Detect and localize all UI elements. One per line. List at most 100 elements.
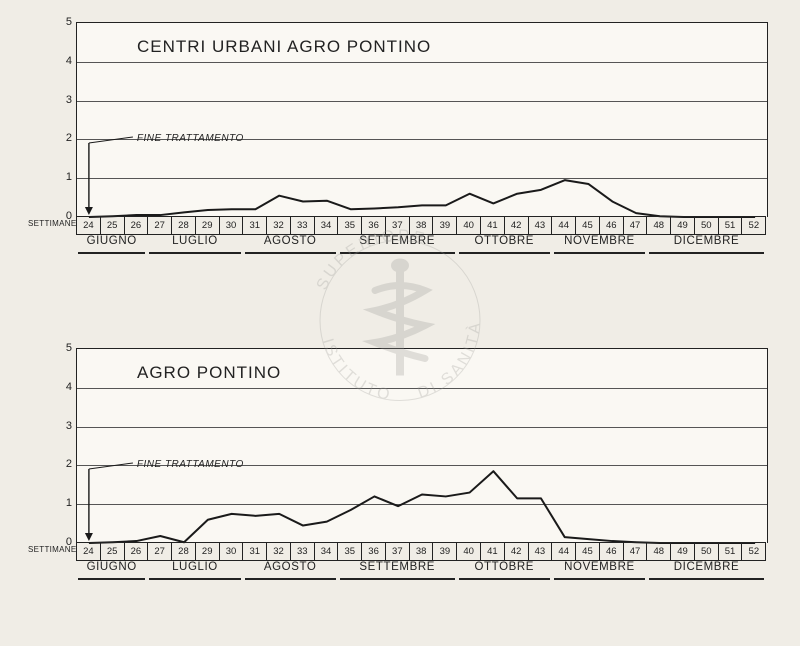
week-cell: 45 <box>576 217 600 235</box>
month-cell: AGOSTO <box>243 560 338 580</box>
week-cell: 44 <box>552 543 576 561</box>
week-cell: 25 <box>101 543 125 561</box>
month-label: LUGLIO <box>147 560 242 574</box>
month-cell: DICEMBRE <box>647 560 766 580</box>
weeks-row-bottom: 2425262728293031323334353637383940414243… <box>76 542 766 561</box>
week-cell: 33 <box>291 217 315 235</box>
week-cell: 39 <box>433 217 457 235</box>
month-underline <box>459 252 550 254</box>
week-cell: 38 <box>410 543 434 561</box>
week-cell: 40 <box>457 543 481 561</box>
ytick-label: 3 <box>52 94 72 106</box>
week-cell: 30 <box>220 543 244 561</box>
week-cell: 31 <box>243 543 267 561</box>
month-cell: NOVEMBRE <box>552 234 647 254</box>
page-root: CENTRI URBANI AGRO PONTINO FINE TRATTAME… <box>0 0 800 646</box>
week-cell: 37 <box>386 217 410 235</box>
week-cell: 51 <box>719 543 743 561</box>
week-cell: 50 <box>695 543 719 561</box>
month-underline <box>554 578 645 580</box>
ytick-label: 2 <box>52 458 72 470</box>
month-underline <box>149 578 240 580</box>
month-cell: LUGLIO <box>147 560 242 580</box>
week-cell: 29 <box>196 543 220 561</box>
month-label: OTTOBRE <box>457 234 552 248</box>
week-cell: 35 <box>338 217 362 235</box>
month-underline <box>340 252 455 254</box>
month-cell: NOVEMBRE <box>552 560 647 580</box>
month-cell: SETTEMBRE <box>338 234 457 254</box>
ytick-label: 5 <box>52 16 72 28</box>
month-cell: SETTEMBRE <box>338 560 457 580</box>
week-cell: 42 <box>505 543 529 561</box>
month-underline <box>459 578 550 580</box>
week-cell: 48 <box>647 543 671 561</box>
month-label: AGOSTO <box>243 560 338 574</box>
month-underline <box>340 578 455 580</box>
ytick-label: 2 <box>52 132 72 144</box>
weeks-row-top: 2425262728293031323334353637383940414243… <box>76 216 766 235</box>
week-cell: 51 <box>719 217 743 235</box>
month-cell: GIUGNO <box>76 234 147 254</box>
week-cell: 52 <box>742 217 766 235</box>
month-cell: GIUGNO <box>76 560 147 580</box>
month-cell: OTTOBRE <box>457 560 552 580</box>
week-cell: 48 <box>647 217 671 235</box>
week-cell: 36 <box>362 543 386 561</box>
month-label: AGOSTO <box>243 234 338 248</box>
month-underline <box>649 578 764 580</box>
months-row-top: GIUGNOLUGLIOAGOSTOSETTEMBREOTTOBRENOVEMB… <box>76 234 766 256</box>
week-cell: 35 <box>338 543 362 561</box>
month-underline <box>149 252 240 254</box>
month-underline <box>554 252 645 254</box>
ytick-label: 1 <box>52 497 72 509</box>
week-cell: 50 <box>695 217 719 235</box>
week-cell: 46 <box>600 543 624 561</box>
month-label: NOVEMBRE <box>552 560 647 574</box>
week-cell: 38 <box>410 217 434 235</box>
week-cell: 30 <box>220 217 244 235</box>
ytick-label: 0 <box>52 210 72 222</box>
week-cell: 25 <box>101 217 125 235</box>
week-cell: 47 <box>624 543 648 561</box>
month-cell: DICEMBRE <box>647 234 766 254</box>
week-cell: 41 <box>481 217 505 235</box>
month-underline <box>245 578 336 580</box>
week-cell: 27 <box>148 217 172 235</box>
month-underline <box>649 252 764 254</box>
data-line <box>77 23 767 217</box>
week-cell: 49 <box>671 543 695 561</box>
week-cell: 28 <box>172 543 196 561</box>
month-cell: LUGLIO <box>147 234 242 254</box>
month-label: GIUGNO <box>76 560 147 574</box>
month-label: SETTEMBRE <box>338 234 457 248</box>
ytick-label: 3 <box>52 420 72 432</box>
week-cell: 41 <box>481 543 505 561</box>
week-cell: 33 <box>291 543 315 561</box>
week-cell: 26 <box>125 217 149 235</box>
week-cell: 43 <box>529 543 553 561</box>
ytick-label: 0 <box>52 536 72 548</box>
week-cell: 37 <box>386 543 410 561</box>
week-cell: 29 <box>196 217 220 235</box>
week-cell: 32 <box>267 217 291 235</box>
months-row-bottom: GIUGNOLUGLIOAGOSTOSETTEMBREOTTOBRENOVEMB… <box>76 560 766 582</box>
month-underline <box>78 252 145 254</box>
week-cell: 34 <box>315 217 339 235</box>
month-label: OTTOBRE <box>457 560 552 574</box>
month-cell: OTTOBRE <box>457 234 552 254</box>
month-label: SETTEMBRE <box>338 560 457 574</box>
week-cell: 47 <box>624 217 648 235</box>
week-cell: 24 <box>76 217 101 235</box>
week-cell: 31 <box>243 217 267 235</box>
ytick-label: 4 <box>52 381 72 393</box>
week-cell: 26 <box>125 543 149 561</box>
chart-agro-pontino: AGRO PONTINO FINE TRATTAMENTO SETTIMANE … <box>34 348 766 608</box>
month-cell: AGOSTO <box>243 234 338 254</box>
week-cell: 32 <box>267 543 291 561</box>
week-cell: 45 <box>576 543 600 561</box>
month-underline <box>78 578 145 580</box>
month-underline <box>245 252 336 254</box>
week-cell: 42 <box>505 217 529 235</box>
week-cell: 39 <box>433 543 457 561</box>
